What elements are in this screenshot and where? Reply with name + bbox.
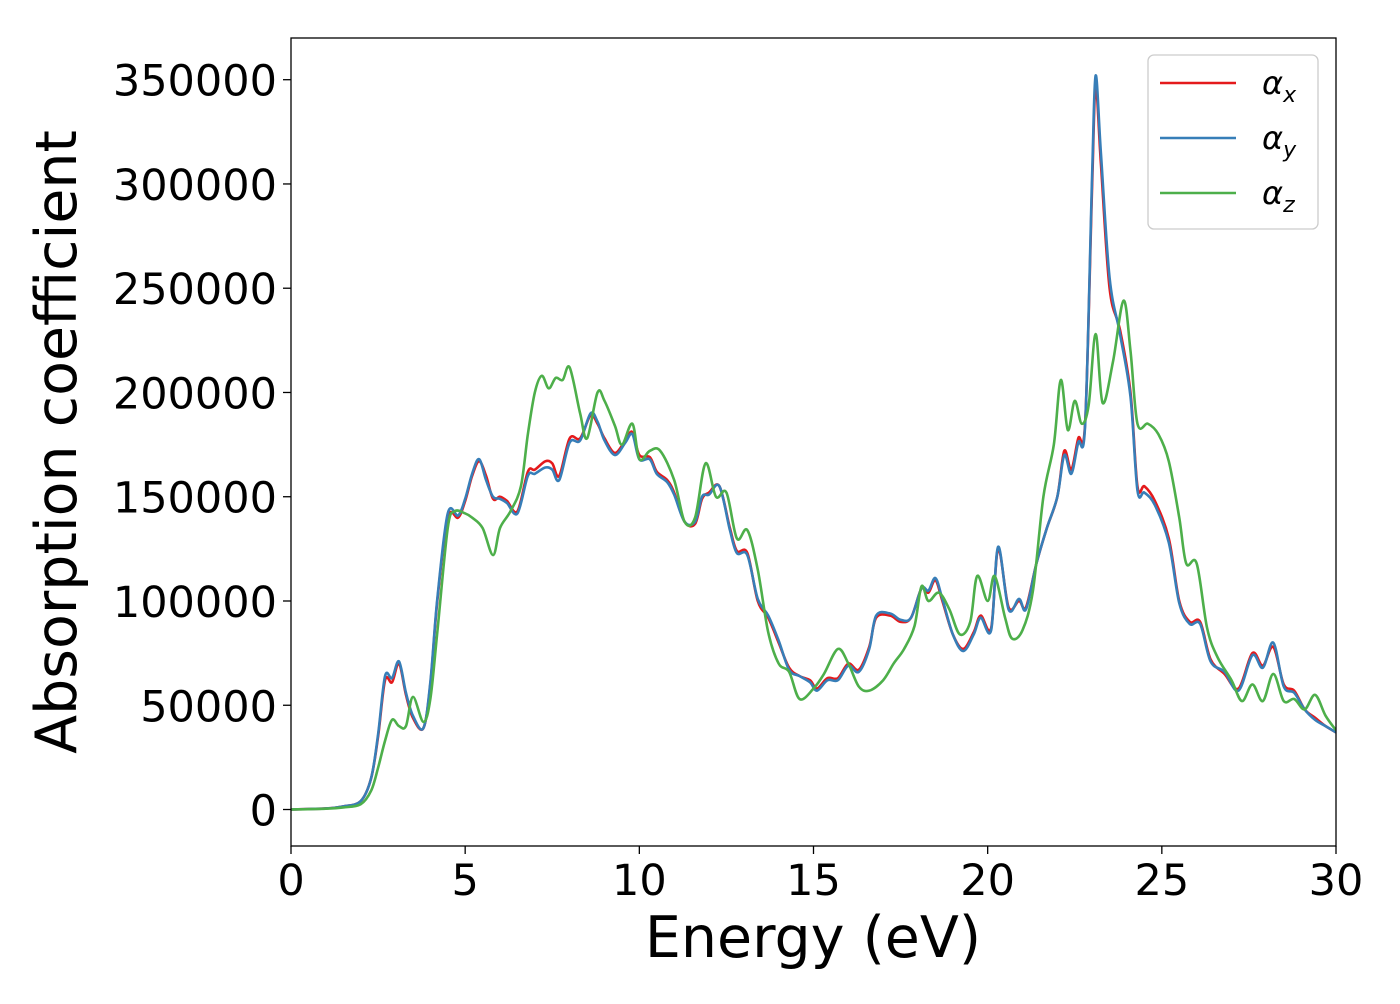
y-tick-label: 250000 [113,265,277,315]
y-tick-label: 200000 [113,369,277,419]
x-tick-label: 20 [960,856,1015,906]
y-tick-label: 100000 [113,578,277,628]
y-tick-label: 50000 [140,682,277,732]
legend-box [1147,54,1319,230]
x-tick-label: 15 [786,856,841,906]
series-line-y [291,74,1336,811]
y-axis-label: Absorption coefficient [24,130,90,754]
x-tick-label: 5 [451,856,478,906]
y-tick-label: 300000 [113,161,277,211]
legend-label-x: αx [1262,64,1297,108]
series-line-z [291,299,1336,811]
series-layer [291,74,1336,811]
y-tick-label: 150000 [113,474,277,524]
x-tick-label: 25 [1134,856,1189,906]
y-tick-label: 350000 [113,57,277,107]
x-tick-label: 10 [612,856,667,906]
y-tick-label: 0 [250,787,277,837]
x-axis-label: Energy (eV) [645,905,981,971]
x-tick-label: 0 [277,856,304,906]
legend-label-y: αy [1262,119,1297,163]
x-tick-label: 30 [1309,856,1364,906]
y-axis-ticks: 0 50000 100000 150000 200000 250000 300000 3500… [113,57,291,837]
legend-label-z: αz [1262,174,1295,218]
legend: αx αy αz [1147,54,1319,230]
x-axis-ticks: 0 5 10 15 20 25 30 [277,846,1363,906]
